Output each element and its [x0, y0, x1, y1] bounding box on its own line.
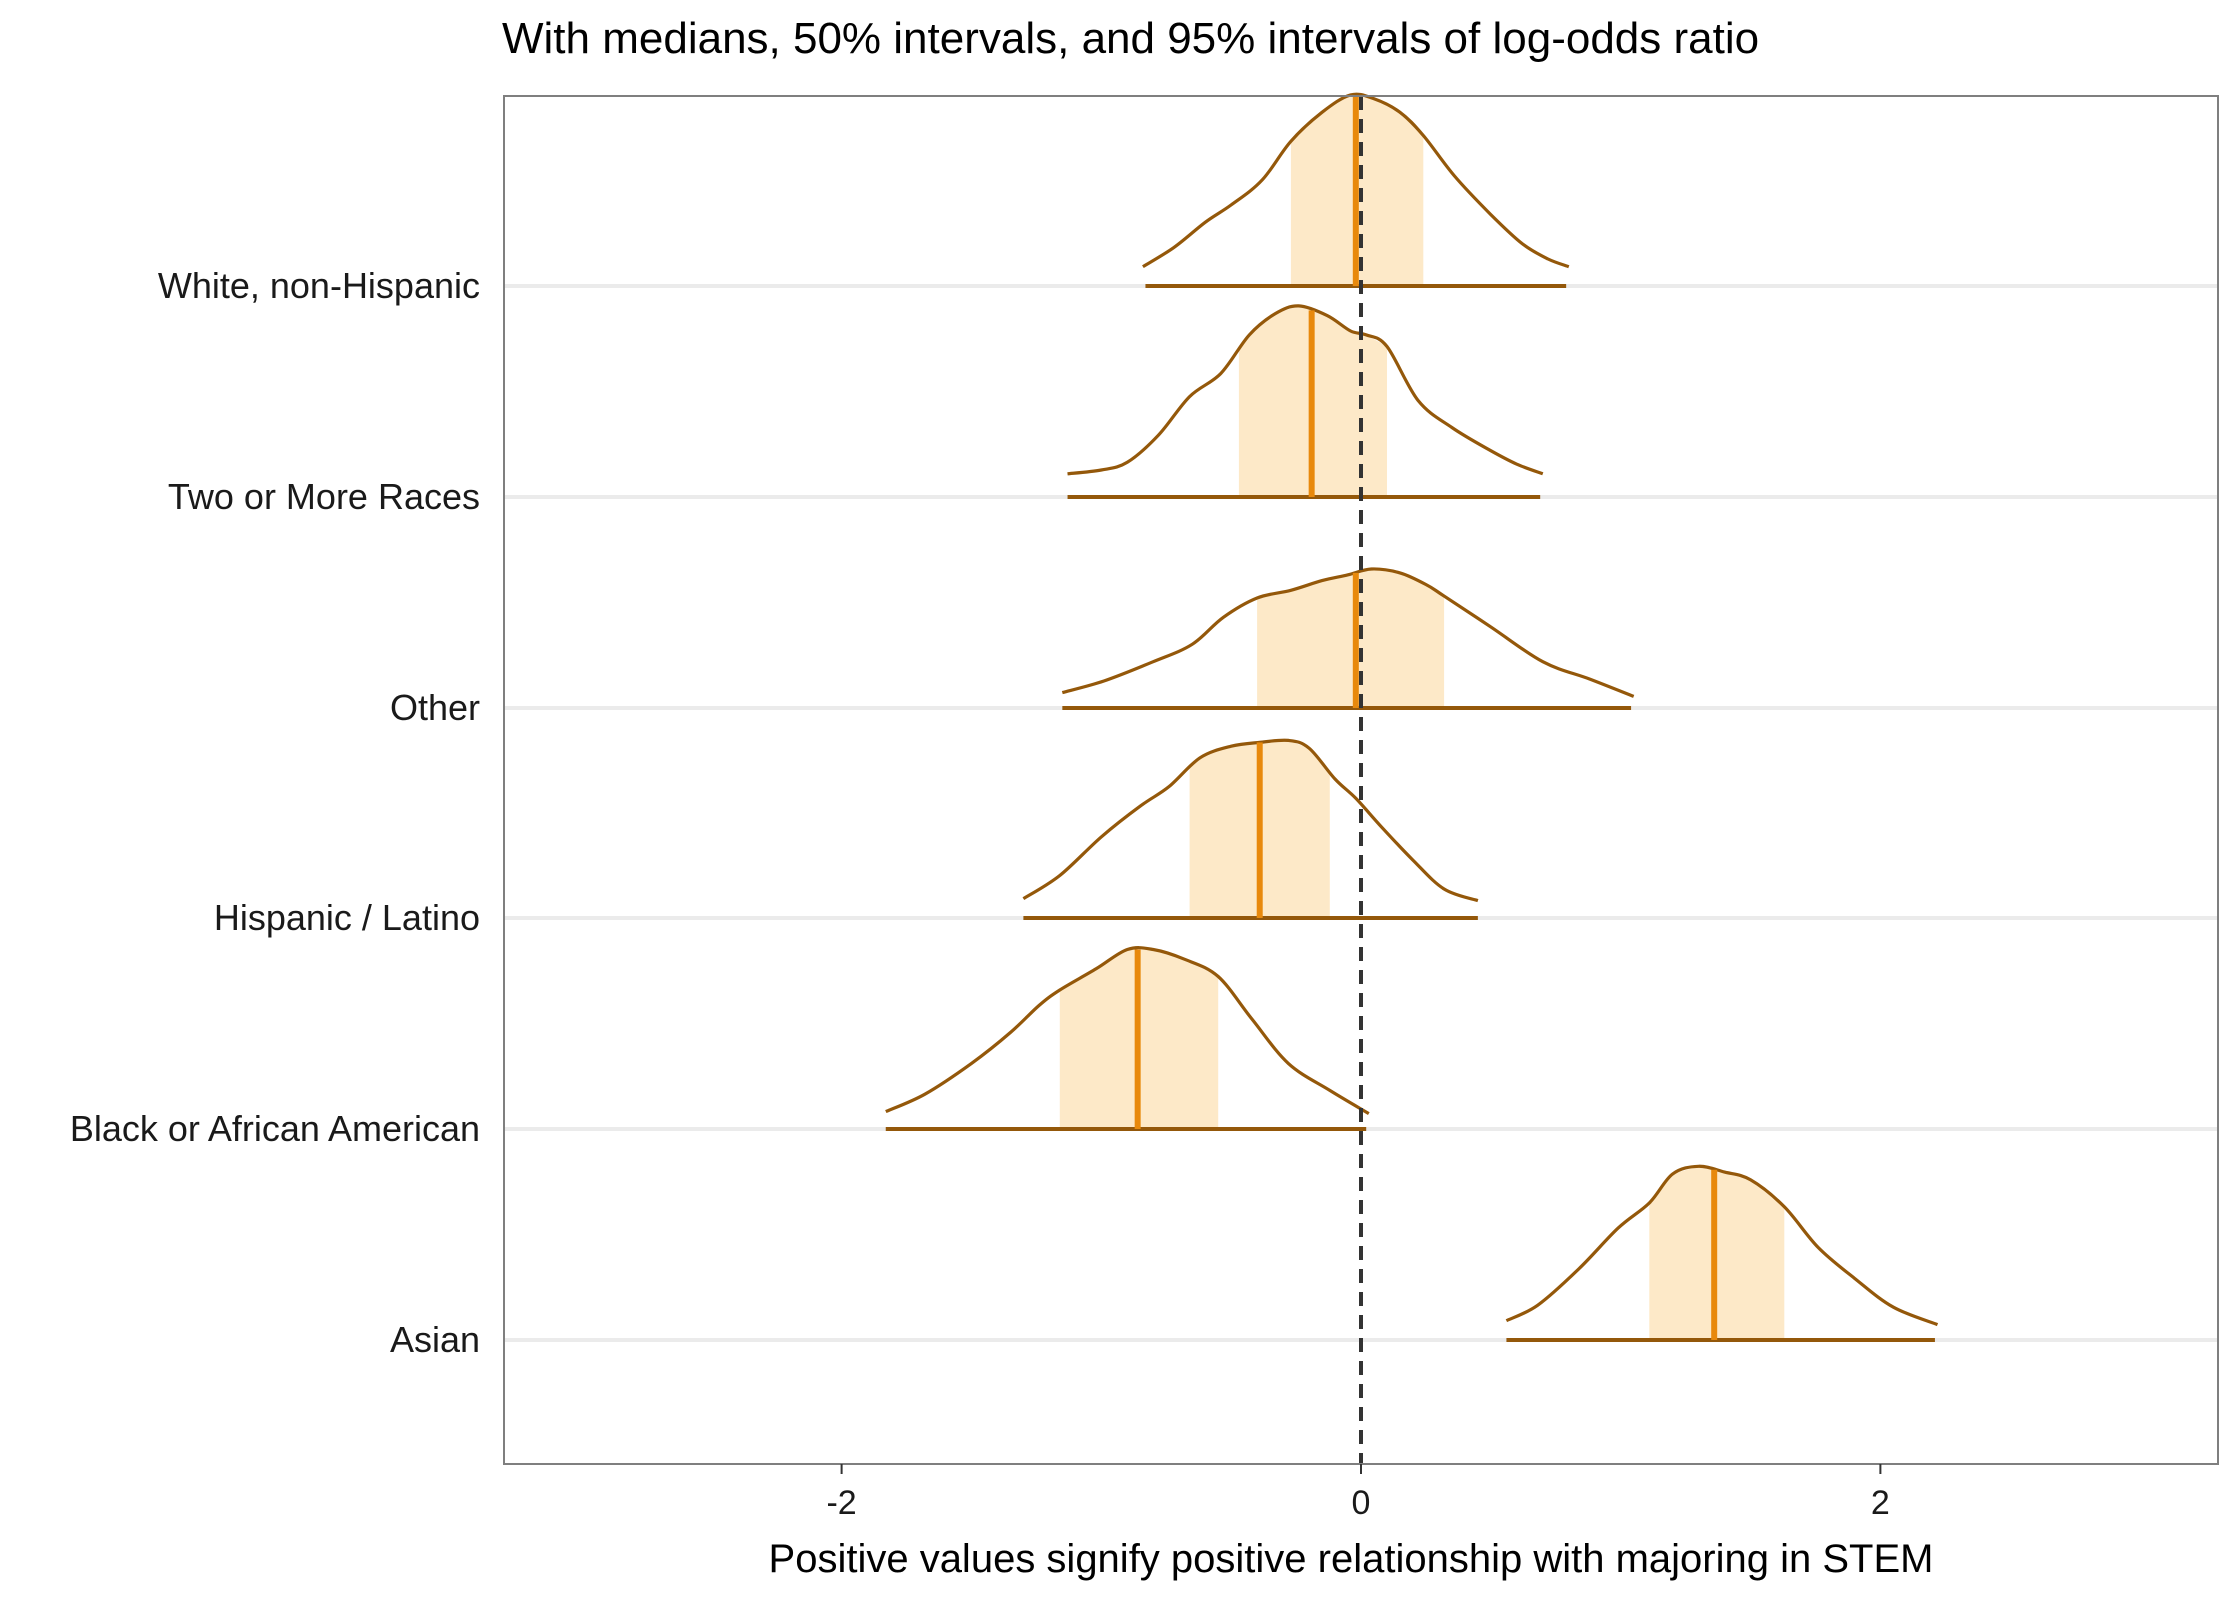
y-label-other: Other — [390, 687, 480, 728]
x-axis-ticks: -2 0 2 — [826, 1464, 1890, 1522]
x-tick-label-1: 0 — [1352, 1484, 1371, 1522]
interval-50-other — [1257, 569, 1445, 708]
y-axis-labels: White, non-Hispanic Two or More Races Othe… — [70, 265, 480, 1360]
ridges — [885, 92, 1939, 1342]
density-curve-asian — [1505, 1164, 1939, 1327]
density-curve-other — [1061, 567, 1635, 698]
y-label-black-or-african-american: Black or African American — [70, 1108, 480, 1149]
density-curve-two-or-more-races — [1067, 304, 1544, 476]
density-curve-hispanic-latino — [1022, 738, 1479, 903]
x-tick-label-2: 2 — [1871, 1484, 1890, 1522]
density-curve-black-or-african-american — [885, 946, 1370, 1115]
x-tick-label-0: -2 — [826, 1484, 856, 1522]
x-axis-label: Positive values signify positive relatio… — [769, 1537, 1934, 1581]
chart-title: With medians, 50% intervals, and 95% int… — [502, 14, 1760, 63]
density-curve-white-non-hispanic — [1142, 92, 1570, 269]
y-label-two-or-more-races: Two or More Races — [168, 476, 480, 517]
y-label-hispanic-latino: Hispanic / Latino — [214, 897, 480, 938]
y-label-white-non-hispanic: White, non-Hispanic — [158, 265, 480, 306]
y-label-asian: Asian — [390, 1319, 480, 1360]
